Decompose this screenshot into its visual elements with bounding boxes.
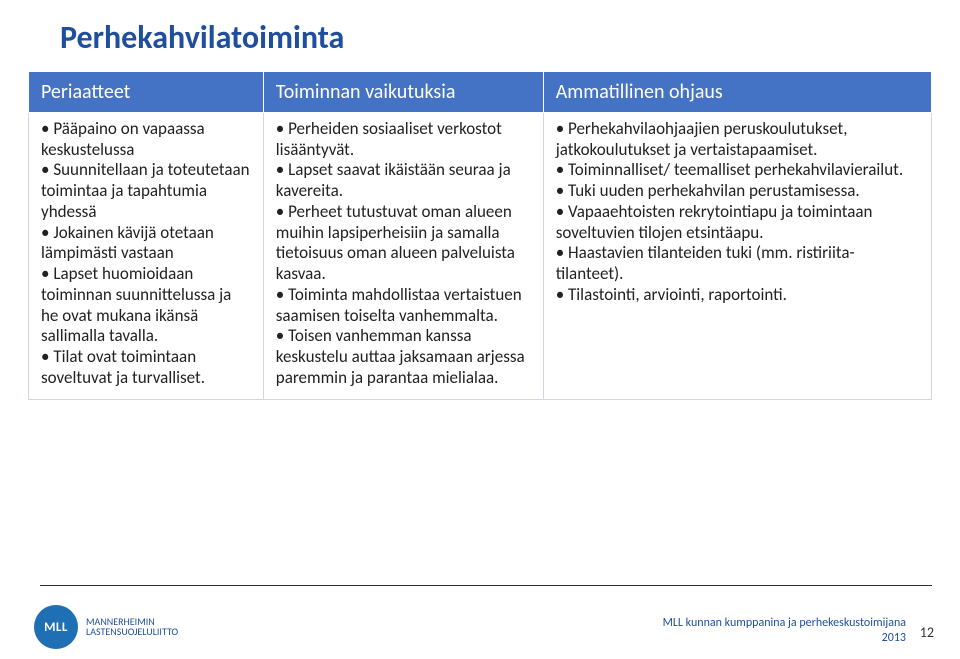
header-cell-2: Ammatillinen ohjaus (543, 72, 931, 113)
page-title: Perhekahvilatoiminta (0, 0, 960, 71)
list-item: Toisen vanhemman kanssa keskustelu autta… (276, 326, 531, 388)
logo-circle-icon: MLL (34, 605, 78, 649)
list-item: Tilastointi, arviointi, raportointi. (556, 285, 919, 306)
footer: MLL MANNERHEIMIN LASTENSUOJELULIITTO MLL… (0, 585, 960, 659)
list-item: Perhekahvilaohjaajien peruskoulutukset, … (556, 119, 919, 160)
page-number: 12 (920, 624, 934, 641)
cell-0-0: Pääpaino on vapaassa keskustelussaSuunni… (29, 113, 264, 400)
footer-divider (40, 585, 932, 586)
list-item: Perheet tutustuvat oman alueen muihin la… (276, 202, 531, 285)
footer-right-inner: MLL kunnan kumppanina ja perhekeskustoim… (663, 616, 932, 645)
list-item: Vapaaehtoisten rekrytointiapu ja toimint… (556, 202, 919, 243)
footer-caption: MLL kunnan kumppanina ja perhekeskustoim… (663, 616, 906, 630)
header-cell-0: Periaatteet (29, 72, 264, 113)
org-name: MANNERHEIMIN LASTENSUOJELULIITTO (86, 617, 178, 638)
list-item: Toiminta mahdollistaa vertaistuen saamis… (276, 285, 531, 326)
cell-list: Pääpaino on vapaassa keskustelussaSuunni… (41, 119, 251, 389)
footer-year: 2013 (663, 631, 906, 645)
list-item: Perheiden sosiaaliset verkostot lisäänty… (276, 119, 531, 160)
list-item: Tilat ovat toimintaan soveltuvat ja turv… (41, 347, 251, 388)
list-item: Pääpaino on vapaassa keskustelussa (41, 119, 251, 160)
cell-0-1: Perheiden sosiaaliset verkostot lisäänty… (263, 113, 543, 400)
list-item: Lapset huomioidaan toiminnan suunnittelu… (41, 264, 251, 347)
cell-0-2: Perhekahvilaohjaajien peruskoulutukset, … (543, 113, 931, 400)
header-row: Periaatteet Toiminnan vaikutuksia Ammati… (29, 72, 932, 113)
footer-right: MLL kunnan kumppanina ja perhekeskustoim… (663, 616, 932, 645)
table-container: Periaatteet Toiminnan vaikutuksia Ammati… (0, 71, 960, 400)
table-body: Pääpaino on vapaassa keskustelussaSuunni… (29, 113, 932, 400)
list-item: Haastavien tilanteiden tuki (mm. ristiri… (556, 243, 919, 284)
cell-list: Perhekahvilaohjaajien peruskoulutukset, … (556, 119, 919, 306)
list-item: Lapset saavat ikäistään seuraa ja kavere… (276, 160, 531, 201)
cell-list: Perheiden sosiaaliset verkostot lisäänty… (276, 119, 531, 389)
table-row: Pääpaino on vapaassa keskustelussaSuunni… (29, 113, 932, 400)
list-item: Toiminnalliset/ teemalliset perhekahvila… (556, 160, 919, 181)
header-cell-1: Toiminnan vaikutuksia (263, 72, 543, 113)
footer-logo-block: MLL MANNERHEIMIN LASTENSUOJELULIITTO (34, 605, 178, 649)
list-item: Jokainen kävijä otetaan lämpimästi vasta… (41, 223, 251, 264)
list-item: Suunnitellaan ja toteutetaan toimintaa j… (41, 160, 251, 222)
org-line-2: LASTENSUOJELULIITTO (86, 627, 178, 638)
content-table: Periaatteet Toiminnan vaikutuksia Ammati… (28, 71, 932, 400)
list-item: Tuki uuden perhekahvilan perustamisessa. (556, 181, 919, 202)
